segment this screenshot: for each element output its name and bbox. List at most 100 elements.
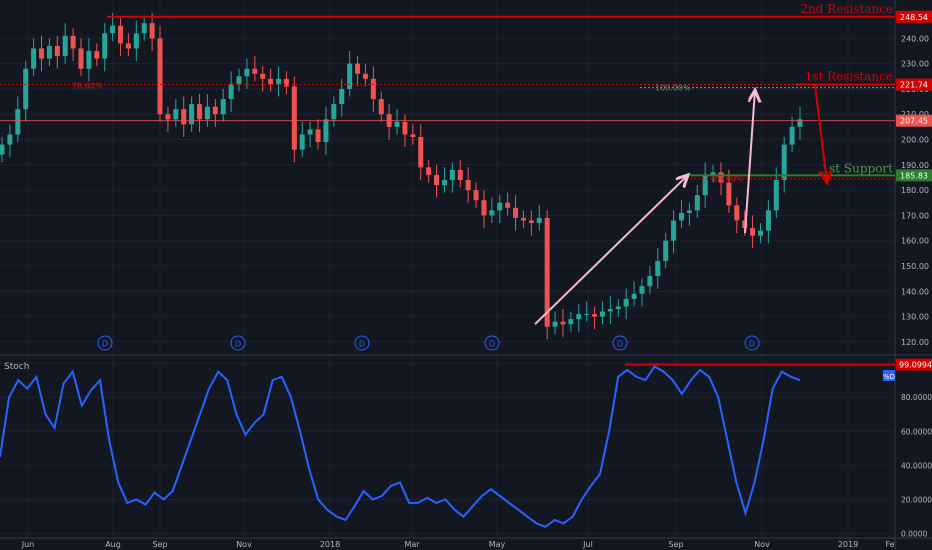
candle-body: [465, 180, 471, 191]
candle-body: [165, 114, 171, 120]
oscillator-value-tag: [896, 358, 932, 371]
dividend-marker-label: D: [235, 340, 241, 349]
fib-100-label: 100.00%: [655, 84, 691, 93]
price-tag-label: 207.45: [900, 117, 928, 126]
oscillator-tick-label: 20.0000: [901, 495, 932, 504]
candle-body: [615, 306, 621, 309]
price-tag: [896, 78, 932, 91]
price-tick-label: 170.00: [901, 211, 929, 220]
candle-body: [23, 68, 29, 110]
candle-body: [576, 314, 582, 320]
candle-body: [149, 23, 155, 39]
candle-body: [513, 207, 519, 218]
candle-body: [244, 68, 250, 77]
price-tag-label: 248.54: [900, 13, 928, 22]
time-tick-label: Jun: [21, 540, 35, 549]
price-tick-label: 200.00: [901, 136, 929, 145]
candle-body: [355, 63, 361, 74]
candle-body: [520, 217, 526, 221]
candle-body: [568, 319, 574, 325]
price-tag: [896, 10, 932, 23]
candle-body: [449, 169, 455, 180]
price-tick-label: 160.00: [901, 237, 929, 246]
candle-body: [726, 182, 732, 206]
time-axis: Jun Aug Sep Nov 2018 Mar May Jul Sep Nov 2019 Fe: [21, 540, 895, 549]
price-tick-label: 190.00: [901, 161, 929, 170]
time-tick-label: Aug: [105, 540, 121, 549]
candle-body: [441, 180, 447, 186]
time-tick-label: May: [489, 540, 506, 549]
candle-body: [236, 76, 242, 84]
price-tag-label: 185.83: [900, 171, 928, 180]
candle-body: [212, 106, 218, 115]
price-tick-label: 140.00: [901, 287, 929, 296]
candle-body: [473, 190, 479, 201]
legend-badge: [883, 370, 895, 381]
candle-body: [133, 33, 139, 49]
candle-body: [678, 212, 684, 221]
candle-body: [560, 321, 566, 325]
candle-body: [457, 169, 463, 180]
candle-body: [434, 174, 440, 186]
candle-body: [291, 86, 297, 150]
candle-body: [718, 172, 724, 183]
candle-body: [418, 137, 424, 168]
projection-arrows: [534, 85, 827, 325]
fib-238-label: 23.80%: [713, 175, 744, 184]
candle-body: [552, 321, 558, 327]
candle-body: [39, 48, 45, 59]
dividend-marker: [230, 335, 246, 351]
price-tick-label: 230.00: [901, 60, 929, 69]
candle-body: [197, 104, 203, 120]
price-tick-label: 120.00: [901, 338, 929, 347]
price-tick-label: 180.00: [901, 186, 929, 195]
dividend-marker: [97, 335, 113, 351]
time-tick-label: 2019: [838, 540, 858, 549]
price-candles: [0, 13, 803, 340]
candle-body: [378, 99, 384, 115]
price-tags: 248.54 221.74 207.45 185.83 99.0994: [896, 10, 932, 371]
candle-body: [497, 202, 503, 211]
candle-body: [0, 144, 5, 155]
candle-body: [315, 129, 321, 143]
candle-body: [299, 134, 305, 150]
price-tag: [896, 169, 932, 182]
candle-body: [260, 73, 266, 79]
price-tick-label: 150.00: [901, 262, 929, 271]
candle-body: [631, 293, 637, 299]
candle-body: [268, 78, 274, 84]
price-tag-label: 221.74: [900, 81, 928, 90]
time-tick-label: Nov: [236, 540, 252, 549]
candle-body: [331, 104, 337, 120]
candle-body: [220, 99, 226, 115]
candle-body: [607, 309, 613, 312]
dividend-marker: [484, 335, 500, 351]
candle-body: [7, 134, 13, 145]
candle-body: [734, 205, 740, 221]
candle-body: [70, 35, 76, 49]
candle-body: [599, 311, 605, 317]
candle-body: [773, 180, 779, 211]
candle-body: [686, 210, 692, 213]
oscillator-tick-label: 0.0000: [901, 530, 927, 539]
candle-body: [339, 88, 345, 105]
candle-body: [125, 43, 131, 49]
candle-body: [639, 286, 645, 294]
candle-body: [694, 195, 700, 211]
candle-body: [481, 200, 487, 216]
first-resistance-label: 1st Resistance: [805, 70, 893, 84]
candle-body: [426, 167, 432, 175]
dividend-marker-label: D: [489, 340, 495, 349]
candle-body: [584, 314, 590, 316]
candle-body: [370, 78, 376, 100]
time-tick-label: Fe: [885, 540, 894, 549]
candle-body: [118, 25, 124, 44]
candle-body: [710, 172, 716, 175]
candle-body: [592, 314, 598, 317]
candle-body: [323, 119, 329, 143]
candle-body: [757, 230, 763, 236]
stochastic-oscillator: Stoch %D: [0, 362, 895, 528]
candle-body: [94, 51, 100, 59]
